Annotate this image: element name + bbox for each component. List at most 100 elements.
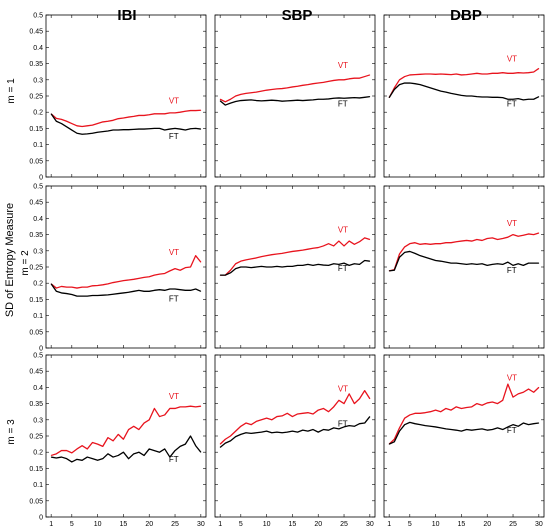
data-point-vt	[292, 86, 293, 88]
data-point-vt	[200, 109, 202, 111]
data-point-ft	[399, 256, 400, 258]
y-tick-label: 0.1	[33, 313, 43, 320]
data-point-vt	[76, 125, 78, 127]
data-point-ft	[224, 104, 226, 106]
data-point-vt	[497, 72, 498, 74]
data-point-ft	[354, 425, 355, 427]
data-point-vt	[435, 73, 436, 75]
series-label-ft: FT	[338, 100, 348, 109]
y-tick-label: 0.3	[33, 248, 43, 255]
data-point-vt	[261, 419, 262, 421]
x-tick-label: 5	[239, 521, 243, 528]
data-point-ft	[240, 100, 242, 101]
data-point-vt	[224, 101, 226, 103]
data-point-vt	[348, 393, 350, 395]
y-tick-label: 0.05	[29, 158, 43, 165]
data-point-ft	[471, 95, 473, 97]
data-point-ft	[517, 98, 519, 99]
data-point-vt	[159, 416, 160, 417]
y-tick-label: 0.2	[33, 450, 43, 457]
y-tick-label: 0.3	[33, 77, 43, 84]
panel-r2-c1: 0 0.05 0.1 0.15 0.2 0.25 0.3 0.35 0.4 0.45 0.5 VT FT	[29, 184, 207, 353]
data-point-vt	[81, 286, 83, 288]
data-point-ft	[523, 265, 524, 266]
data-point-vt	[461, 408, 462, 409]
data-point-ft	[117, 455, 119, 456]
data-point-vt	[154, 113, 155, 115]
data-point-ft	[430, 425, 431, 427]
data-point-ft	[123, 292, 124, 294]
panel-r1-c2: VT FT	[214, 14, 376, 178]
data-point-ft	[159, 289, 160, 291]
data-point-vt	[338, 400, 340, 401]
data-point-vt	[86, 125, 88, 127]
data-point-ft	[164, 289, 166, 291]
data-point-ft	[466, 95, 467, 97]
data-point-ft	[312, 99, 314, 101]
data-point-vt	[195, 110, 197, 111]
data-point-vt	[179, 111, 181, 113]
data-point-ft	[302, 429, 304, 431]
data-point-ft	[471, 429, 473, 431]
data-point-ft	[66, 293, 67, 294]
data-point-ft	[502, 97, 504, 98]
data-point-ft	[486, 96, 488, 98]
data-point-vt	[466, 240, 467, 241]
y-tick-label: 0.05	[29, 498, 43, 505]
data-point-ft	[250, 433, 252, 434]
data-point-ft	[195, 128, 197, 129]
data-point-ft	[507, 261, 509, 263]
y-tick-label: 0.35	[29, 61, 43, 68]
panel-r3-c2: 151015202530τVTFT	[214, 354, 376, 531]
data-point-vt	[440, 411, 442, 413]
x-tick-label: 10	[432, 521, 440, 528]
data-point-vt	[292, 251, 293, 252]
data-point-ft	[97, 459, 98, 461]
data-point-ft	[143, 290, 145, 292]
data-point-ft	[450, 429, 452, 430]
series-line-ft	[50, 283, 202, 297]
y-tick-label: 0.4	[33, 45, 43, 52]
data-point-ft	[235, 101, 236, 102]
data-point-vt	[471, 406, 473, 408]
row-label-m1: m = 1	[6, 78, 17, 104]
data-point-vt	[61, 286, 62, 287]
x-tick-label: 30	[535, 521, 543, 528]
data-point-ft	[195, 288, 197, 290]
data-point-ft	[128, 291, 129, 293]
data-point-vt	[76, 287, 78, 289]
series-line-ft	[219, 416, 371, 448]
data-point-vt	[297, 413, 298, 415]
data-point-vt	[364, 237, 366, 239]
data-point-vt	[174, 408, 176, 409]
data-point-vt	[86, 286, 88, 288]
data-point-ft	[302, 100, 304, 101]
x-tick-label: 25	[509, 521, 517, 528]
data-point-vt	[497, 239, 498, 240]
y-tick-label: 0.5	[33, 13, 43, 20]
data-point-ft	[538, 422, 540, 424]
data-point-vt	[440, 243, 442, 245]
data-point-ft	[102, 131, 104, 132]
data-point-ft	[245, 99, 247, 101]
data-point-ft	[404, 424, 405, 426]
data-point-ft	[61, 123, 62, 124]
data-point-vt	[286, 87, 288, 89]
data-point-ft	[307, 99, 309, 101]
data-point-vt	[393, 87, 395, 89]
data-point-ft	[276, 266, 278, 267]
x-tick-label: 5	[408, 521, 412, 528]
data-point-vt	[409, 243, 411, 245]
data-point-vt	[302, 412, 304, 414]
data-point-vt	[138, 277, 140, 279]
y-tick-label: 0.35	[29, 232, 43, 239]
x-tick-label: 20	[314, 521, 322, 528]
data-point-ft	[112, 456, 114, 458]
panel-frame	[214, 14, 376, 178]
data-point-vt	[276, 88, 278, 90]
data-point-ft	[148, 290, 150, 292]
data-point-ft	[312, 429, 314, 430]
data-point-ft	[445, 261, 447, 263]
data-point-vt	[399, 427, 400, 429]
data-point-vt	[200, 405, 202, 407]
